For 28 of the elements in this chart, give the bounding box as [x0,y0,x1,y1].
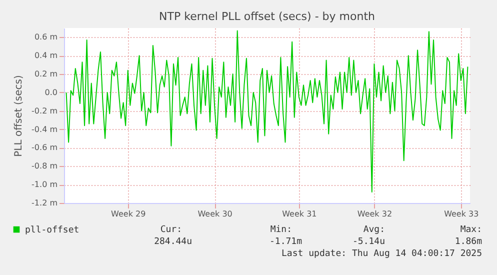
x-tick-label: Week 30 [198,210,232,218]
legend-label: pll-offset [25,226,80,236]
y-tick-label: 0.6 m [34,32,58,42]
x-tick-label: Week 32 [357,210,392,218]
x-tick-label: Week 33 [444,210,479,218]
y-tick-label: -1.2 m [32,198,58,208]
text: 1.86m [454,237,482,247]
y-axis-title: PLL offset (secs) [14,75,25,157]
y-tick-label: -0.8 m [32,162,58,171]
text: -5.14u [352,237,385,247]
y-tick-label: -0.6 m [32,143,58,152]
y-tick-label: -1.0 m [32,180,58,190]
text: Max: [460,225,482,235]
x-tick-label: Week 29 [111,210,146,218]
text: Cur: [160,225,182,235]
y-tick-label: 0.2 m [34,70,58,79]
chart-title: NTP kernel PLL offset (secs) - by month [159,10,376,23]
line-series [66,30,468,192]
x-tick-label: Week 31 [282,210,317,218]
text: Last update: Thu Aug 14 04:00:17 2025 [282,249,482,259]
text: -1.71m [269,237,302,247]
text: Avg: [363,225,385,235]
y-tick-label: -0.4 m [32,124,58,134]
text: Min: [270,225,292,235]
text: 284.44u [154,237,192,247]
y-tick-label: -0.2 m [32,106,58,116]
y-tick-label: 0.4 m [34,51,58,60]
y-tick-label: 0.0 [44,88,58,97]
